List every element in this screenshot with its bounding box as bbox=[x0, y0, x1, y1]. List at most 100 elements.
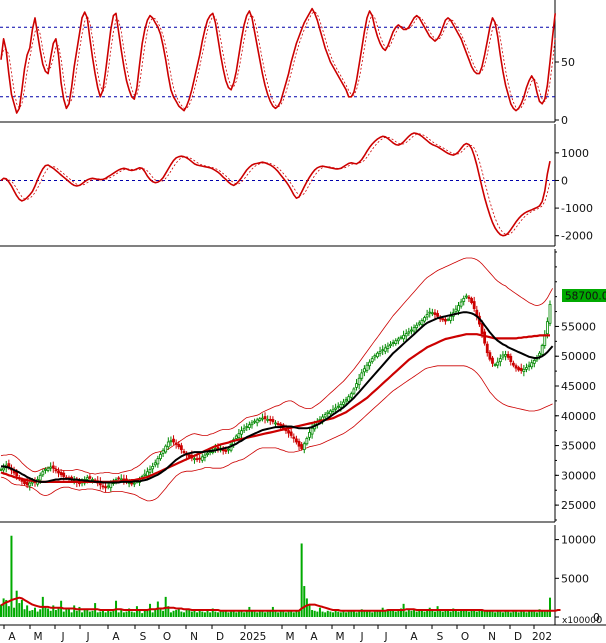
volume-bar bbox=[245, 610, 248, 617]
candle-body bbox=[436, 313, 439, 317]
candle-body bbox=[250, 422, 254, 426]
candle-body bbox=[344, 399, 348, 402]
candle-body bbox=[88, 476, 92, 479]
volume-unit-zero: 0 bbox=[596, 615, 602, 626]
candle-body bbox=[227, 448, 230, 451]
volume-bar bbox=[201, 611, 204, 617]
candle-body bbox=[41, 471, 45, 476]
volume-bar bbox=[501, 612, 504, 617]
volume-bar bbox=[146, 610, 149, 617]
volume-bar bbox=[345, 612, 348, 617]
candle-body bbox=[258, 418, 262, 421]
y-tick-label: 50000 bbox=[561, 350, 596, 363]
candle-body bbox=[44, 468, 47, 471]
x-tick-label: N bbox=[488, 631, 496, 643]
volume-bar bbox=[256, 612, 259, 617]
volume-bar bbox=[465, 610, 468, 617]
y-tick-label: 10000 bbox=[561, 534, 596, 547]
candle-body bbox=[151, 465, 155, 470]
candle-body bbox=[480, 323, 484, 334]
candle-body bbox=[148, 468, 152, 473]
candle-body bbox=[457, 305, 460, 312]
x-tick-label: A bbox=[410, 631, 418, 643]
candle-body bbox=[0, 468, 3, 471]
volume-bar bbox=[436, 606, 439, 617]
candle-body bbox=[30, 481, 34, 484]
volume-bar bbox=[546, 610, 549, 617]
candle-body bbox=[519, 367, 523, 371]
candle-body bbox=[130, 482, 134, 485]
candle-body bbox=[454, 308, 458, 313]
volume-bar bbox=[329, 611, 332, 617]
volume-bar bbox=[428, 607, 431, 617]
candle-body bbox=[498, 358, 502, 363]
volume-bar bbox=[154, 610, 157, 617]
y-tick-label: 30000 bbox=[561, 469, 596, 482]
candle-body bbox=[268, 418, 272, 421]
volume-bar bbox=[418, 610, 421, 617]
candle-body bbox=[271, 419, 275, 423]
volume-bar bbox=[203, 612, 206, 617]
volume-bar bbox=[439, 610, 442, 617]
volume-bar bbox=[149, 603, 152, 617]
volume-bar bbox=[504, 610, 507, 617]
y-tick-label: 55000 bbox=[561, 320, 596, 333]
volume-bar bbox=[549, 597, 551, 617]
y-tick-label: 35000 bbox=[561, 440, 596, 453]
volume-bar bbox=[101, 610, 104, 617]
volume-bar bbox=[525, 612, 528, 617]
volume-bar bbox=[135, 606, 138, 617]
candle-body bbox=[383, 347, 387, 352]
candle-body bbox=[540, 345, 544, 355]
y-tick-label: 5000 bbox=[561, 572, 589, 585]
candle-body bbox=[485, 343, 489, 354]
volume-bar bbox=[517, 612, 520, 617]
candle-body bbox=[488, 352, 492, 360]
volume-bar bbox=[60, 600, 63, 617]
volume-bar bbox=[54, 610, 57, 617]
x-tick-label: J bbox=[383, 631, 387, 643]
volume-bar bbox=[486, 610, 489, 617]
volume-bar bbox=[96, 612, 99, 617]
volume-bar bbox=[326, 610, 329, 617]
volume-bar bbox=[541, 610, 544, 617]
candle-body bbox=[352, 388, 356, 394]
volume-bar bbox=[104, 612, 107, 617]
volume-bar bbox=[460, 609, 463, 617]
volume-bar bbox=[81, 612, 84, 617]
time-axis: A M J J A S O N D 2025 M A M J J A S O N D 202 bbox=[0, 624, 606, 643]
candle-body bbox=[266, 418, 270, 421]
candle-body bbox=[545, 321, 549, 335]
candle-body bbox=[308, 432, 311, 438]
candle-body bbox=[342, 401, 345, 405]
candle-body bbox=[472, 301, 476, 309]
volume-bar bbox=[342, 610, 345, 617]
volume-bar bbox=[363, 610, 366, 617]
candle-body bbox=[525, 367, 528, 370]
volume-bar bbox=[392, 610, 395, 617]
volume-bar bbox=[522, 611, 525, 617]
y-tick-label: 50 bbox=[561, 56, 575, 69]
macd-signal-line bbox=[0, 133, 551, 236]
candle-body bbox=[347, 396, 351, 402]
volume-bar bbox=[172, 610, 175, 617]
last-price-marker: 58700.00 bbox=[562, 289, 606, 303]
candle-body bbox=[206, 452, 209, 455]
volume-bar bbox=[266, 611, 269, 617]
volume-bar bbox=[237, 611, 240, 617]
candle-body bbox=[370, 358, 374, 363]
volume-bar bbox=[467, 611, 470, 617]
y-tick-label: 1000 bbox=[561, 147, 589, 160]
upper-band-line bbox=[0, 257, 553, 475]
candle-body bbox=[161, 449, 165, 454]
candle-body bbox=[234, 435, 238, 439]
volume-bar bbox=[339, 612, 342, 617]
volume-bar bbox=[222, 611, 225, 617]
candle-body bbox=[237, 433, 241, 439]
y-tick-label: 0 bbox=[593, 611, 600, 624]
volume-bar bbox=[407, 610, 410, 617]
x-tick-label: A bbox=[310, 631, 318, 643]
x-tick-label: M bbox=[33, 631, 42, 643]
volume-bar bbox=[15, 590, 18, 617]
candle-body bbox=[527, 364, 531, 367]
